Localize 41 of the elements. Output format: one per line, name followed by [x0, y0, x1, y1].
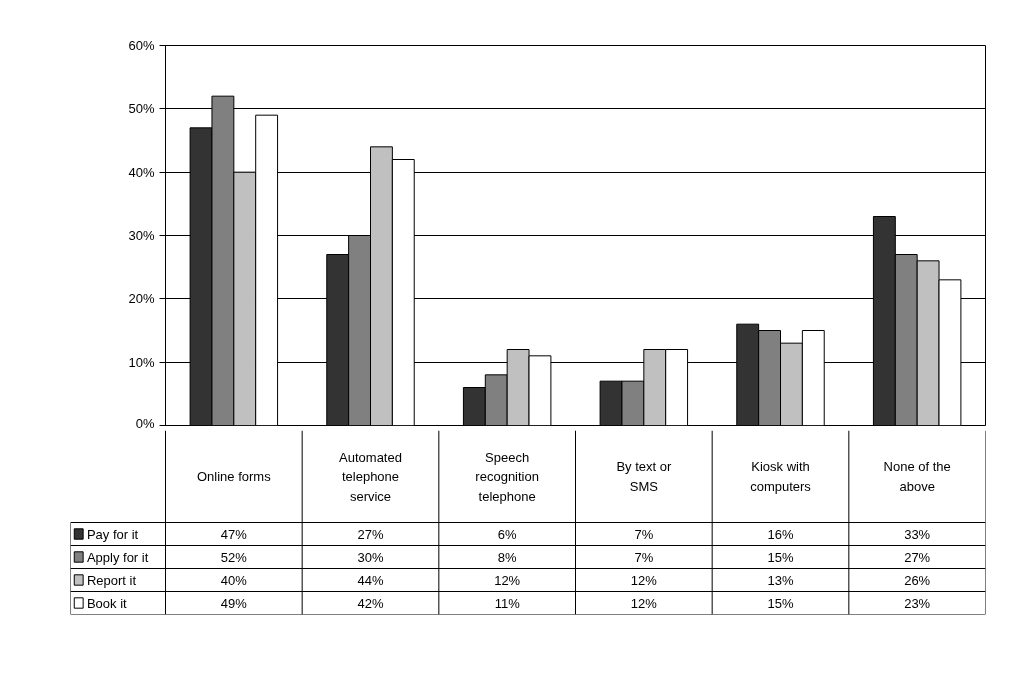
data-label: 12% [630, 595, 658, 611]
data-label: 49% [220, 595, 248, 611]
data-label: 12% [630, 572, 658, 588]
data-label: 47% [220, 526, 248, 542]
legend-label: Report it [86, 572, 137, 588]
x-tick-label: Online forms [196, 469, 272, 484]
data-label: 44% [357, 572, 384, 588]
y-tick-label: 20% [128, 291, 155, 307]
x-tick-label: By text or SMS [616, 459, 672, 494]
y-tick-label: 60% [128, 38, 155, 53]
data-label: 27% [357, 526, 384, 542]
legend-label: Apply for it [86, 549, 149, 565]
y-tick-label: 40% [128, 164, 155, 180]
data-label: 15% [767, 595, 794, 611]
data-label: 7% [634, 549, 654, 565]
data-label: 23% [904, 595, 931, 611]
data-label: 12% [494, 572, 521, 588]
data-label: 42% [357, 595, 384, 611]
legend-label: Book it [86, 595, 128, 611]
y-tick-label: 0% [135, 415, 155, 431]
x-tick-label: Speech recognition telephone [475, 449, 539, 504]
data-label: 40% [220, 572, 248, 588]
legend-label: Pay for it [86, 526, 139, 542]
data-label: 16% [767, 526, 794, 542]
data-label: 7% [634, 526, 654, 542]
data-label: 11% [494, 595, 521, 611]
x-tick-label: Automated telephone service [339, 449, 402, 504]
data-label: 27% [904, 549, 931, 565]
data-label: 52% [220, 549, 248, 565]
y-tick-label: 30% [128, 228, 155, 243]
x-tick-label: Kiosk with computers [750, 459, 812, 494]
y-tick-label: 10% [128, 354, 155, 370]
data-label: 30% [357, 549, 384, 565]
x-tick-label: None of the above [883, 459, 951, 494]
data-label: 26% [904, 572, 931, 588]
data-label: 33% [904, 526, 931, 542]
y-tick-label: 50% [128, 101, 155, 117]
data-label: 8% [497, 549, 517, 565]
data-label: 15% [767, 549, 794, 565]
data-label: 13% [767, 572, 794, 588]
data-label: 6% [497, 526, 517, 542]
